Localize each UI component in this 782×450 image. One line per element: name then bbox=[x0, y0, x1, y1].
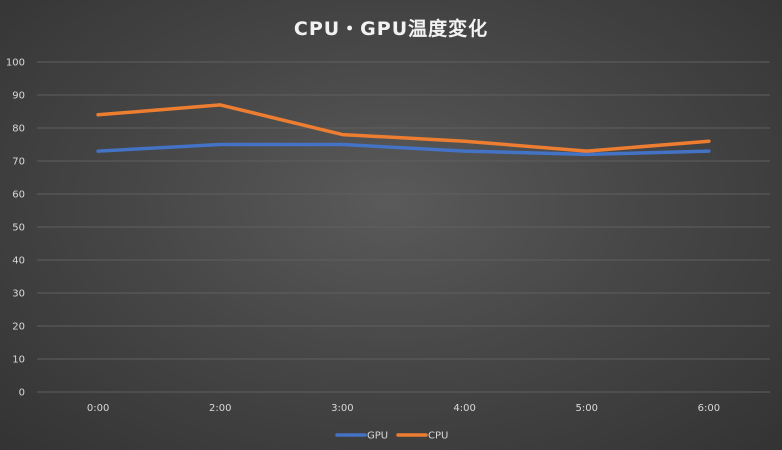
data-point-gpu bbox=[463, 149, 467, 153]
y-tick-label: 0 bbox=[19, 388, 25, 399]
y-tick-label: 60 bbox=[12, 190, 25, 201]
data-point-cpu bbox=[707, 139, 711, 143]
x-tick-label: 3:00 bbox=[331, 403, 353, 414]
series-line-gpu bbox=[96, 142, 711, 157]
x-tick-label: 4:00 bbox=[453, 403, 475, 414]
x-tick-label: 5:00 bbox=[576, 403, 598, 414]
chart-title: CPU・GPU温度変化 bbox=[293, 18, 489, 40]
data-point-cpu bbox=[218, 103, 222, 107]
data-point-cpu bbox=[340, 133, 344, 137]
y-tick-label: 50 bbox=[12, 223, 25, 234]
data-point-gpu bbox=[707, 149, 711, 153]
x-tick-label: 2:00 bbox=[209, 403, 231, 414]
y-tick-label: 80 bbox=[12, 124, 25, 135]
data-point-gpu bbox=[96, 149, 100, 153]
y-tick-label: 40 bbox=[12, 256, 25, 267]
y-tick-label: 100 bbox=[6, 58, 25, 69]
x-tick-label: 6:00 bbox=[698, 403, 720, 414]
y-tick-label: 90 bbox=[12, 91, 25, 102]
series-line-cpu bbox=[96, 103, 711, 153]
data-point-cpu bbox=[463, 139, 467, 143]
y-tick-label: 70 bbox=[12, 157, 25, 168]
y-tick-label: 20 bbox=[12, 322, 25, 333]
y-tick-label: 30 bbox=[12, 289, 25, 300]
data-point-cpu bbox=[585, 149, 589, 153]
data-point-cpu bbox=[96, 113, 100, 117]
data-point-gpu bbox=[218, 143, 222, 146]
legend-label-gpu: GPU bbox=[367, 431, 388, 442]
y-tick-label: 10 bbox=[12, 355, 25, 366]
legend-label-cpu: CPU bbox=[428, 431, 448, 442]
data-point-gpu bbox=[585, 152, 589, 156]
data-point-gpu bbox=[340, 143, 344, 146]
x-tick-label: 0:00 bbox=[87, 403, 109, 414]
